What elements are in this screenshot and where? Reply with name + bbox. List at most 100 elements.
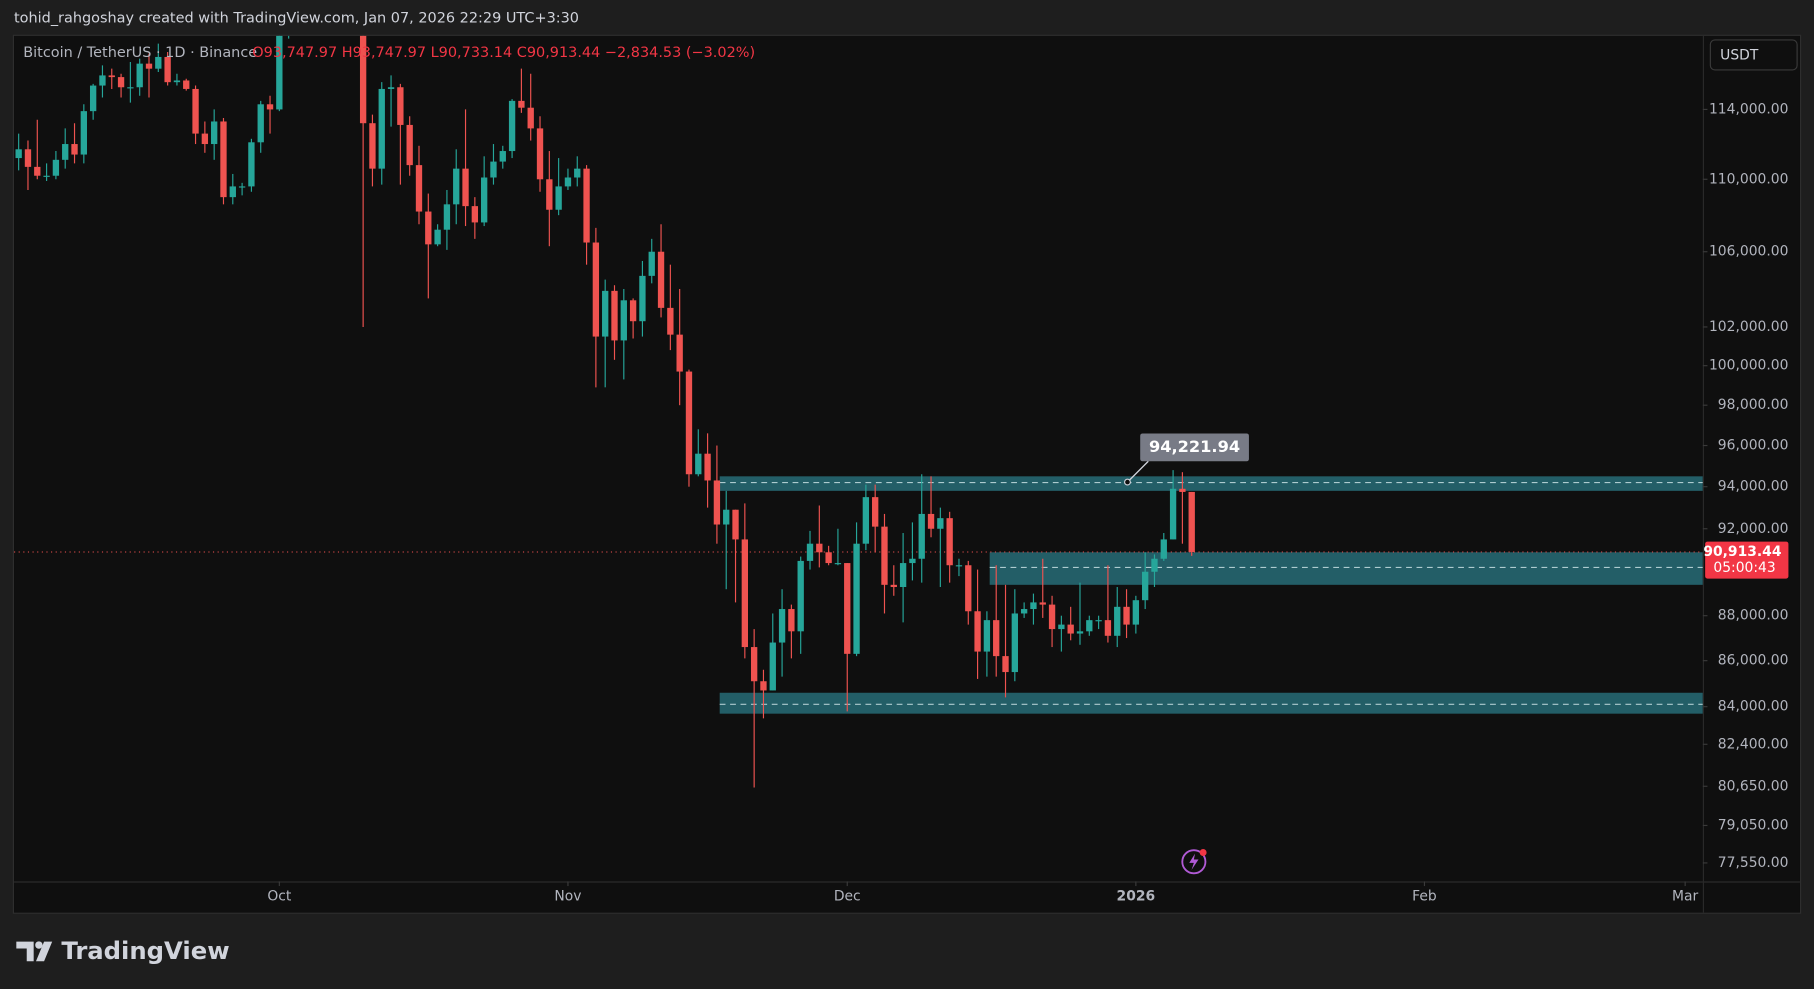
candle-body xyxy=(629,300,637,322)
currency-label[interactable]: USDT xyxy=(1720,48,1759,64)
candle-body xyxy=(639,275,646,322)
annotation-pointer xyxy=(1126,460,1149,483)
candle-body xyxy=(257,104,264,143)
candle-body xyxy=(183,80,190,89)
x-tick-label: Nov xyxy=(554,888,581,904)
logo-part xyxy=(35,941,43,949)
brand-logo xyxy=(16,941,53,962)
chart-panel xyxy=(12,34,1802,914)
candle-body xyxy=(15,149,22,159)
candle-body xyxy=(620,300,627,341)
y-tick-label: 86,000.00 xyxy=(1718,653,1789,669)
candle-body xyxy=(1039,602,1046,605)
y-tick-label: 100,000.00 xyxy=(1709,358,1788,374)
candle-body xyxy=(872,497,879,527)
candle-body xyxy=(769,642,776,691)
candle-body xyxy=(1114,606,1121,636)
annotation-box xyxy=(1140,433,1249,462)
candle-body xyxy=(648,251,655,276)
candle-body xyxy=(1095,620,1102,622)
candle-body xyxy=(1179,488,1186,492)
icon-dot[interactable] xyxy=(1199,849,1207,856)
x-tick-label: Oct xyxy=(267,888,292,904)
candle-body xyxy=(415,165,423,212)
candle-body xyxy=(844,563,851,654)
price-label: 90,913.44 xyxy=(1703,544,1781,560)
candle-body xyxy=(1151,558,1158,572)
candle-body xyxy=(834,563,842,565)
price-label-box xyxy=(1705,541,1789,579)
annotation-label: 94,221.94 xyxy=(1149,437,1240,456)
candle-body xyxy=(592,242,600,337)
candle-body xyxy=(927,513,935,529)
candle-body xyxy=(825,552,832,564)
candle-body xyxy=(229,186,236,198)
y-tick-label: 79,050.00 xyxy=(1718,817,1789,833)
x-tick-label: Mar xyxy=(1672,888,1698,904)
candle-body xyxy=(1141,571,1149,601)
candle-body xyxy=(1067,624,1074,634)
candle-body xyxy=(453,168,460,205)
candle-body xyxy=(1030,602,1037,610)
annotation-dot xyxy=(1124,478,1131,486)
candle-body xyxy=(1086,620,1093,632)
candle-body xyxy=(220,121,227,198)
candle-body xyxy=(155,56,162,69)
candle-body xyxy=(602,290,609,337)
candle-body xyxy=(127,87,134,89)
y-tick-label: 82,400.00 xyxy=(1718,736,1789,752)
candle-body xyxy=(24,149,32,167)
candle-body xyxy=(52,159,60,176)
candle-body xyxy=(1020,609,1028,614)
candle-body xyxy=(1002,656,1009,673)
y-tick-label: 92,000.00 xyxy=(1718,521,1789,537)
y-tick-label: 102,000.00 xyxy=(1709,319,1788,335)
logo-part xyxy=(35,941,53,962)
candle-body xyxy=(611,290,618,341)
candle-body xyxy=(369,123,376,169)
candle-body xyxy=(983,620,991,652)
candle-body xyxy=(853,543,860,654)
candle-body xyxy=(434,229,441,245)
candle-body xyxy=(974,611,981,652)
candle-body xyxy=(1058,624,1065,630)
y-tick-label: 98,000.00 xyxy=(1718,397,1789,413)
x-tick-label: Dec xyxy=(834,888,861,904)
candle-body xyxy=(695,453,702,475)
brand: TradingView xyxy=(61,936,229,965)
currency-button[interactable] xyxy=(1709,39,1798,71)
lightning-icon[interactable] xyxy=(1181,849,1207,875)
y-tick-label: 106,000.00 xyxy=(1709,244,1788,260)
candle-body xyxy=(536,128,544,180)
logo-part xyxy=(16,941,34,962)
icon-ring[interactable] xyxy=(1181,849,1207,875)
candle-body xyxy=(1104,620,1112,636)
icon-bolt[interactable] xyxy=(1189,853,1199,870)
candle-body xyxy=(480,177,488,223)
candle-body xyxy=(713,480,721,525)
candle-body xyxy=(462,168,469,207)
candle-body xyxy=(555,186,562,210)
zone xyxy=(989,552,1703,585)
candle-body xyxy=(965,565,972,612)
candle-body xyxy=(704,453,711,481)
candle-body xyxy=(89,85,97,112)
candle-body xyxy=(359,35,367,124)
candle-body xyxy=(797,560,804,632)
y-tick-label: 96,000.00 xyxy=(1718,438,1789,454)
candle-body xyxy=(993,620,1000,657)
ohlc-legend: O93,747.97 H93,747.97 L90,733.14 C90,913… xyxy=(252,45,755,61)
candle-body xyxy=(546,179,553,210)
candle-body xyxy=(890,584,897,588)
candle-body xyxy=(760,681,767,691)
zone xyxy=(719,476,1703,491)
candle-body xyxy=(899,563,907,588)
candle-body xyxy=(1048,604,1056,630)
candle-body xyxy=(71,144,78,155)
candle-body xyxy=(732,509,739,540)
candle-body xyxy=(276,35,283,110)
candle-body xyxy=(173,80,181,83)
candle-body xyxy=(564,177,572,187)
